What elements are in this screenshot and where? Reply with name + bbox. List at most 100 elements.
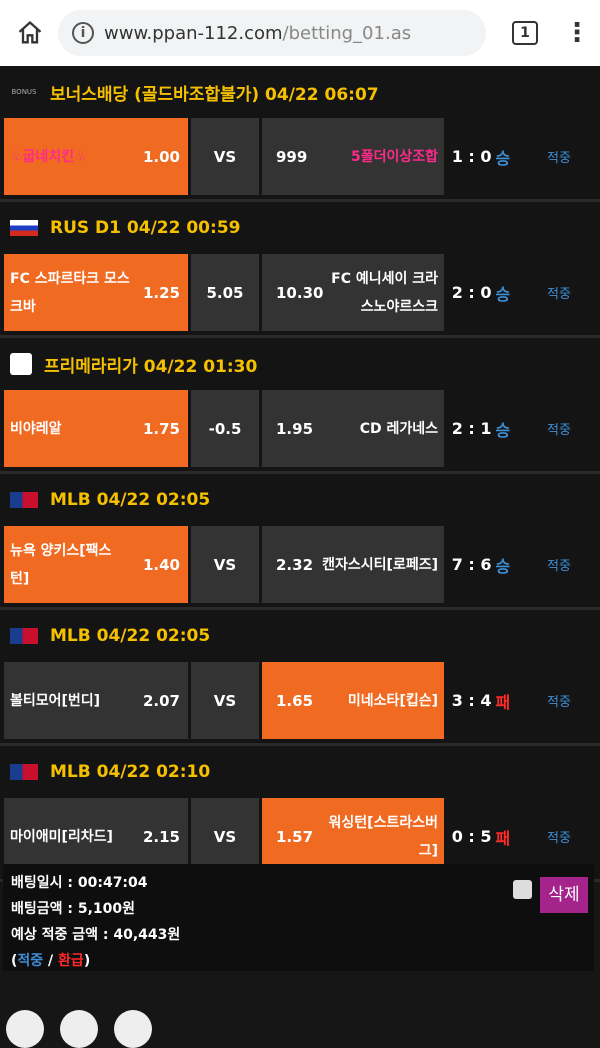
away-odds: 10.30 bbox=[276, 283, 324, 302]
paren: ) bbox=[83, 953, 91, 969]
home-team-name: FC 스파르타크 모스크바 bbox=[10, 270, 130, 315]
select-checkbox[interactable] bbox=[513, 880, 532, 899]
home-odds: 1.25 bbox=[142, 283, 180, 302]
game-title: RUS D1 04/22 00:59 bbox=[50, 218, 241, 238]
game-row: 뉴욕 양키스[팩스턴] 1.40 VS 2.32 캔자스시티[로페즈] 7 : 6 승 적중 bbox=[0, 526, 600, 607]
game-header: BONUS 보너스배당 (골드바조합불가) 04/22 06:07 bbox=[0, 66, 600, 118]
home-team-name: 볼티모어[번디] bbox=[10, 692, 101, 709]
status-label: 적중 bbox=[547, 287, 571, 302]
away-team-name: 워싱턴[스트라스버그] bbox=[328, 814, 438, 859]
home-team-name: 비야레알 bbox=[10, 420, 62, 437]
away-team-option[interactable]: 1.95 CD 레가네스 bbox=[262, 390, 444, 467]
address-bar[interactable]: i www.ppan-112.com/betting_01.as bbox=[58, 10, 486, 56]
away-team-name: 5폴더이상조합 bbox=[350, 148, 438, 165]
score-value: 0 : 5 bbox=[451, 827, 492, 846]
bet-amount: 배팅금액 : 5,100원 bbox=[11, 901, 136, 917]
home-odds: 1.75 bbox=[142, 419, 180, 438]
league-flag-icon: BONUS bbox=[11, 88, 37, 96]
game-row: 비야레알 1.75 -0.5 1.95 CD 레가네스 2 : 1 승 적중 bbox=[0, 390, 600, 471]
home-team-option[interactable]: 뉴욕 양키스[팩스턴] 1.40 bbox=[4, 526, 188, 603]
info-icon[interactable]: i bbox=[72, 22, 94, 44]
away-team-option[interactable]: 10.30 FC 예니세이 크라스노야르스크 bbox=[262, 254, 444, 331]
home-team-option[interactable]: 마이애미[리차드] 2.15 bbox=[4, 798, 188, 875]
league-flag-icon bbox=[10, 220, 38, 236]
browser-toolbar: i www.ppan-112.com/betting_01.as 1 ⋮ bbox=[0, 0, 600, 66]
score-value: 2 : 0 bbox=[451, 283, 492, 302]
away-odds: 999 bbox=[276, 147, 308, 166]
status-label: 적중 bbox=[547, 423, 571, 438]
delete-button[interactable]: 삭제 bbox=[540, 877, 588, 913]
away-team-option[interactable]: 999 5폴더이상조합 bbox=[262, 118, 444, 195]
away-odds: 1.95 bbox=[276, 419, 314, 438]
game-title: MLB 04/22 02:10 bbox=[50, 762, 211, 782]
result-badge: 승 bbox=[495, 284, 511, 304]
away-odds: 1.57 bbox=[276, 827, 314, 846]
status-label: 적중 bbox=[547, 831, 571, 846]
home-team-option[interactable]: 볼티모어[번디] 2.07 bbox=[4, 662, 188, 739]
game-title: 보너스배당 (골드바조합불가) 04/22 06:07 bbox=[50, 84, 379, 105]
more-menu-icon[interactable]: ⋮ bbox=[564, 18, 590, 48]
sep: / bbox=[43, 953, 59, 969]
bet-summary: 배팅일시 : 00:47:04 배팅금액 : 5,100원 예상 적중 금액 :… bbox=[0, 852, 600, 971]
away-team-option[interactable]: 1.57 워싱턴[스트라스버그] bbox=[262, 798, 444, 875]
draw-option[interactable]: -0.5 bbox=[191, 390, 259, 467]
game-header: 프리메라리가 04/22 01:30 bbox=[0, 338, 600, 390]
result-badge: 패 bbox=[495, 692, 511, 712]
home-odds: 1.40 bbox=[142, 555, 180, 574]
legend: (적중 / 환급) bbox=[11, 948, 586, 974]
status-label: 적중 bbox=[547, 151, 571, 166]
game-block: MLB 04/22 02:05 뉴욕 양키스[팩스턴] 1.40 VS 2.32 캔자스시… bbox=[0, 474, 600, 610]
home-team-option[interactable]: 비야레알 1.75 bbox=[4, 390, 188, 467]
home-team-option[interactable]: FC 스파르타크 모스크바 1.25 bbox=[4, 254, 188, 331]
result-badge: 승 bbox=[495, 556, 511, 576]
game-title: 프리메라리가 04/22 01:30 bbox=[44, 356, 258, 377]
league-flag-icon bbox=[10, 764, 38, 780]
home-icon[interactable] bbox=[12, 15, 48, 51]
league-flag-icon bbox=[10, 492, 38, 508]
home-odds: 1.00 bbox=[142, 147, 180, 166]
away-team-name: FC 예니세이 크라스노야르스크 bbox=[331, 270, 438, 315]
home-team-name: 뉴욕 양키스[팩스턴] bbox=[10, 542, 112, 587]
game-block: RUS D1 04/22 00:59 FC 스파르타크 모스크바 1.25 5.05 1… bbox=[0, 202, 600, 338]
status-label: 적중 bbox=[547, 695, 571, 710]
game-title: MLB 04/22 02:05 bbox=[50, 490, 211, 510]
bet-list: BONUS 보너스배당 (골드바조합불가) 04/22 06:07 ♧굽네치킨♧ 1.… bbox=[0, 66, 600, 882]
game-header: MLB 04/22 02:05 bbox=[0, 474, 600, 526]
game-block: MLB 04/22 02:10 마이애미[리차드] 2.15 VS 1.57 워싱턴[스트… bbox=[0, 746, 600, 882]
draw-option[interactable]: VS bbox=[191, 118, 259, 195]
draw-option[interactable]: 5.05 bbox=[191, 254, 259, 331]
legend-hit: 적중 bbox=[17, 953, 44, 969]
game-header: MLB 04/22 02:10 bbox=[0, 746, 600, 798]
game-title: MLB 04/22 02:05 bbox=[50, 626, 211, 646]
draw-option[interactable]: VS bbox=[191, 526, 259, 603]
home-team-option[interactable]: ♧굽네치킨♧ 1.00 bbox=[4, 118, 188, 195]
game-row: ♧굽네치킨♧ 1.00 VS 999 5폴더이상조합 1 : 0 승 적중 bbox=[0, 118, 600, 199]
home-odds: 2.07 bbox=[142, 691, 180, 710]
tab-switcher-button[interactable]: 1 bbox=[512, 21, 538, 45]
score-value: 1 : 0 bbox=[451, 147, 492, 166]
url-host: www.ppan-112.com bbox=[104, 22, 283, 44]
paren: ( bbox=[11, 953, 18, 969]
round-button[interactable] bbox=[60, 1010, 98, 1048]
round-button[interactable] bbox=[114, 1010, 152, 1048]
result-badge: 승 bbox=[495, 420, 511, 440]
away-odds: 1.65 bbox=[276, 691, 314, 710]
game-header: MLB 04/22 02:05 bbox=[0, 610, 600, 662]
away-team-option[interactable]: 2.32 캔자스시티[로페즈] bbox=[262, 526, 444, 603]
away-odds: 2.32 bbox=[276, 555, 314, 574]
score-value: 3 : 4 bbox=[451, 691, 492, 710]
draw-option[interactable]: VS bbox=[191, 662, 259, 739]
game-row: 볼티모어[번디] 2.07 VS 1.65 미네소타[킵슨] 3 : 4 패 적중 bbox=[0, 662, 600, 743]
away-team-option[interactable]: 1.65 미네소타[킵슨] bbox=[262, 662, 444, 739]
away-team-name: 미네소타[킵슨] bbox=[347, 692, 438, 709]
game-block: MLB 04/22 02:05 볼티모어[번디] 2.07 VS 1.65 미네소타[킵슨… bbox=[0, 610, 600, 746]
game-block: 프리메라리가 04/22 01:30 비야레알 1.75 -0.5 1.95 CD 레가네… bbox=[0, 338, 600, 474]
result-badge: 패 bbox=[495, 828, 511, 848]
round-button[interactable] bbox=[6, 1010, 44, 1048]
draw-option[interactable]: VS bbox=[191, 798, 259, 875]
